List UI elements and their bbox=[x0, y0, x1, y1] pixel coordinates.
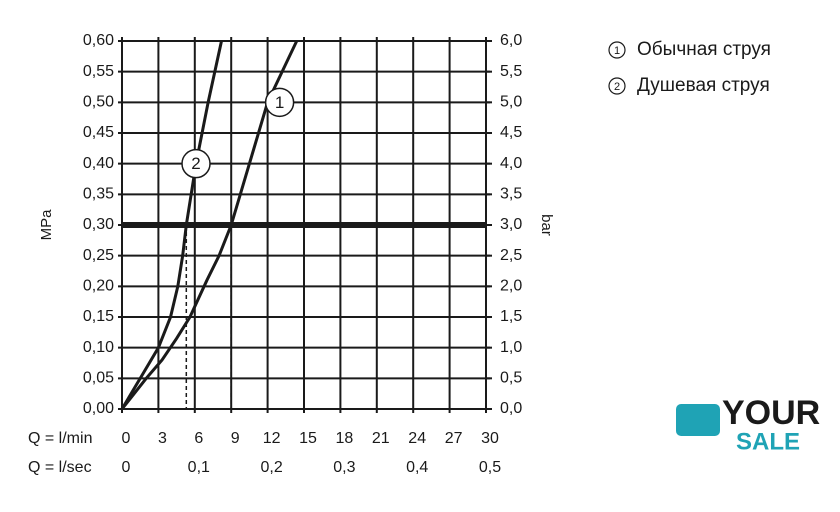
y2-tick-label: 4,0 bbox=[500, 155, 522, 172]
y2-tick-label: 3,5 bbox=[500, 186, 522, 203]
y-tick-label: 0,10 bbox=[83, 339, 114, 356]
y-tick-label: 0,00 bbox=[83, 400, 114, 417]
curve-label-circle bbox=[264, 87, 295, 118]
x-tick-label: 15 bbox=[299, 430, 317, 447]
y-tick-label: 0,60 bbox=[83, 32, 114, 49]
y-tick-label: 0,15 bbox=[83, 308, 114, 325]
x-tick-label: 6 bbox=[194, 430, 203, 447]
y-tick-label: 0,40 bbox=[83, 155, 114, 172]
y-axis-label: MPa bbox=[38, 209, 55, 241]
legend-marker-label: 2 bbox=[614, 81, 620, 93]
y-tick-label: 0,30 bbox=[83, 216, 114, 233]
y2-tick-label: 3,0 bbox=[500, 216, 522, 233]
logo-bag bbox=[676, 404, 720, 436]
y2-axis-label: bar bbox=[538, 214, 555, 236]
x2-tick-label: 0,4 bbox=[406, 459, 428, 476]
x2-tick-label: 0,1 bbox=[188, 459, 210, 476]
y-tick-label: 0,20 bbox=[83, 278, 114, 295]
x2-tick-label: 0 bbox=[122, 459, 131, 476]
x2-axis-label: Q = l/sec bbox=[28, 459, 92, 476]
y2-tick-label: 6,0 bbox=[500, 32, 522, 49]
y-tick-label: 0,35 bbox=[83, 186, 114, 203]
y2-tick-label: 2,0 bbox=[500, 278, 522, 295]
x-tick-label: 30 bbox=[481, 430, 499, 447]
y-tick-label: 0,55 bbox=[83, 63, 114, 80]
y2-tick-label: 5,0 bbox=[500, 94, 522, 111]
legend-label: Обычная струя bbox=[637, 39, 771, 60]
legend-marker bbox=[608, 41, 626, 59]
curve-label-circle bbox=[181, 148, 211, 179]
x2-tick-label: 0,3 bbox=[333, 459, 355, 476]
y-tick-label: 0,25 bbox=[83, 247, 114, 264]
watermark: YOUR SALE bbox=[676, 394, 820, 455]
x-tick-label: 24 bbox=[408, 430, 426, 447]
y2-tick-label: 0,0 bbox=[500, 400, 522, 417]
y2-tick-label: 2,5 bbox=[500, 247, 522, 264]
x-tick-label: 27 bbox=[445, 430, 463, 447]
x-tick-label: 21 bbox=[372, 430, 390, 447]
x-tick-label: 18 bbox=[336, 430, 354, 447]
y-tick-label: 0,05 bbox=[83, 370, 114, 387]
curve-label: 2 bbox=[191, 154, 200, 173]
y2-tick-label: 1,5 bbox=[500, 308, 522, 325]
legend-label: Душевая струя bbox=[637, 75, 770, 96]
y2-tick-label: 1,0 bbox=[500, 339, 522, 356]
x-tick-label: 12 bbox=[263, 430, 281, 447]
logo-bottom: SALE bbox=[736, 428, 800, 455]
x-axis-label: Q = l/min bbox=[28, 430, 92, 447]
x2-tick-label: 0,5 bbox=[479, 459, 501, 476]
curve-label: 1 bbox=[275, 93, 284, 112]
x2-tick-label: 0,2 bbox=[260, 459, 282, 476]
logo-top: YOUR bbox=[722, 394, 820, 432]
y2-tick-label: 0,5 bbox=[500, 370, 522, 387]
y-tick-label: 0,50 bbox=[83, 94, 114, 111]
curve bbox=[120, 40, 223, 410]
legend-marker bbox=[608, 77, 626, 95]
y2-tick-label: 4,5 bbox=[500, 124, 522, 141]
y-tick-label: 0,45 bbox=[83, 124, 114, 141]
y2-tick-label: 5,5 bbox=[500, 63, 522, 80]
legend: 1 Обычная струя 2 Душевая струя bbox=[608, 39, 771, 96]
x-tick-label: 9 bbox=[231, 430, 240, 447]
x-tick-label: 0 bbox=[122, 430, 131, 447]
x-tick-label: 3 bbox=[158, 430, 167, 447]
legend-marker-label: 1 bbox=[614, 45, 620, 57]
